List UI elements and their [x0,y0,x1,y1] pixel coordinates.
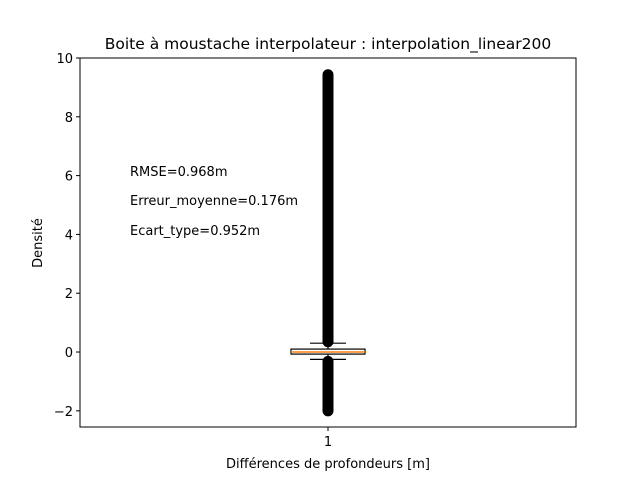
y-tick-label: 4 [65,228,73,243]
y-tick-label: 10 [56,52,73,67]
x-tick-label: 1 [324,435,332,450]
y-axis-ticks: −2 0 2 4 6 8 10 [54,52,80,420]
y-tick-label: 8 [65,111,73,126]
chart-title: Boite à moustache interpolateur : interp… [105,35,552,54]
y-tick-label: −2 [54,405,73,420]
annotation-group: RMSE=0.968m Erreur_moyenne=0.176m Ecart_ty… [130,165,298,239]
y-tick-label: 2 [65,287,73,302]
y-tick-label: 0 [65,346,73,361]
outlier-group [322,69,334,417]
stats-annotation: Erreur_moyenne=0.176m [130,194,298,209]
outlier-point [322,355,334,367]
outlier-point [322,69,334,81]
y-axis-label: Densité [31,218,46,268]
stats-annotation: RMSE=0.968m [130,165,228,180]
x-axis-label: Différences de profondeurs [m] [226,457,430,472]
box-plot [290,342,366,360]
stats-annotation: Ecart_type=0.952m [130,224,260,239]
y-tick-label: 6 [65,170,73,185]
plot-area: −2 0 2 4 6 8 10 1 RMSE=0.968m Erreur_moyenne=0.… [54,52,577,450]
x-axis-ticks: 1 [324,427,332,450]
